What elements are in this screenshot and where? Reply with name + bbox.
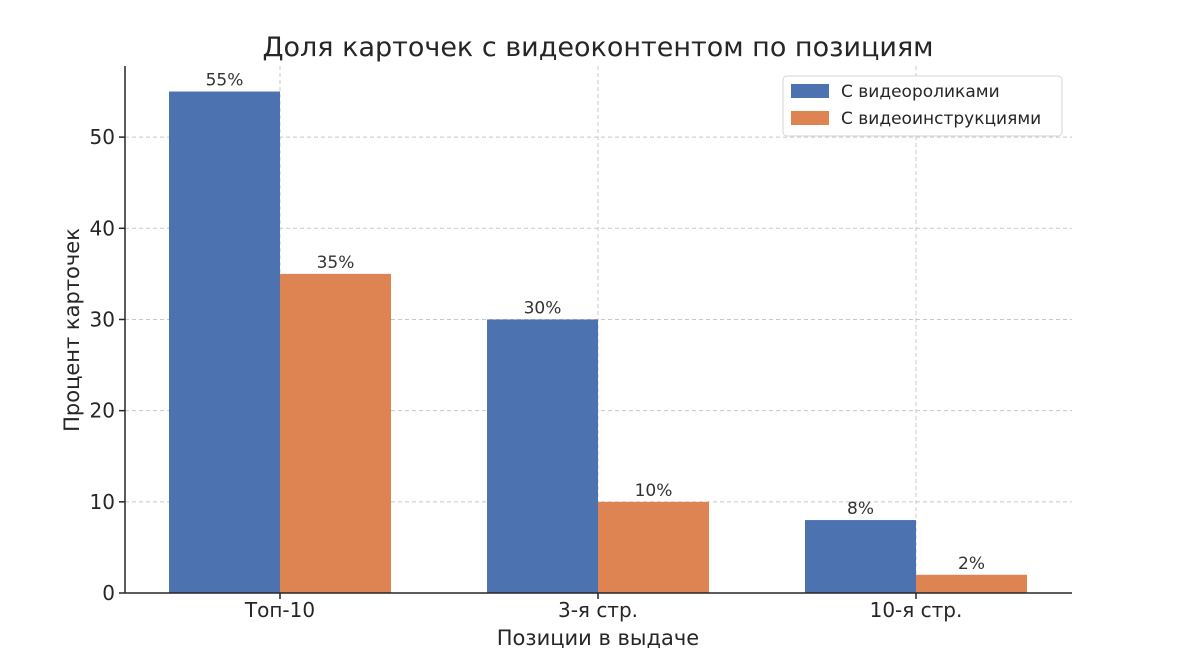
legend-entry-label: С видеоинструкциями [841,109,1041,129]
bar-video-1 [487,319,598,593]
bar-instructions-1 [598,501,709,593]
x-axis-label: Позиции в выдаче [497,626,699,650]
axes: 0 10 20 30 40 50 Топ-10 3-я стр. 10-я стр. [90,66,1072,622]
legend-swatch [791,111,829,125]
legend-box [782,75,1063,137]
x-tick-label: 3-я стр. [558,598,638,622]
bar-instructions-0 [280,273,391,593]
bar-instructions-2 [916,574,1027,593]
y-tick-label: 30 [90,307,115,331]
y-tick-label: 40 [90,216,115,240]
bar-value-label: 2% [958,554,985,574]
legend-swatch [791,84,829,98]
x-tick-label: 10-я стр. [870,598,963,622]
y-tick-label: 10 [90,490,115,514]
legend-entry-label: С видеороликами [841,82,1000,102]
bar-value-label: 8% [847,499,874,519]
bar-value-label: 55% [206,71,244,91]
bar-value-label: 30% [524,298,562,318]
y-tick-label: 20 [90,399,115,423]
legend: С видеороликами С видеоинструкциями [782,75,1063,137]
bar-value-label: 35% [317,253,355,273]
bar-value-label: 10% [635,481,673,501]
y-tick-label: 50 [90,125,115,149]
bar-video-0 [169,91,280,593]
y-tick-label: 0 [102,581,115,605]
x-tick-label: Топ-10 [244,598,315,622]
data-labels: 55% 30% 8% 35% 10% 2% [206,71,985,574]
bar-video-2 [805,520,916,593]
bars [169,91,1027,593]
chart-title: Доля карточек с видеоконтентом по позици… [262,32,933,63]
y-axis-label: Процент карточек [60,228,84,432]
